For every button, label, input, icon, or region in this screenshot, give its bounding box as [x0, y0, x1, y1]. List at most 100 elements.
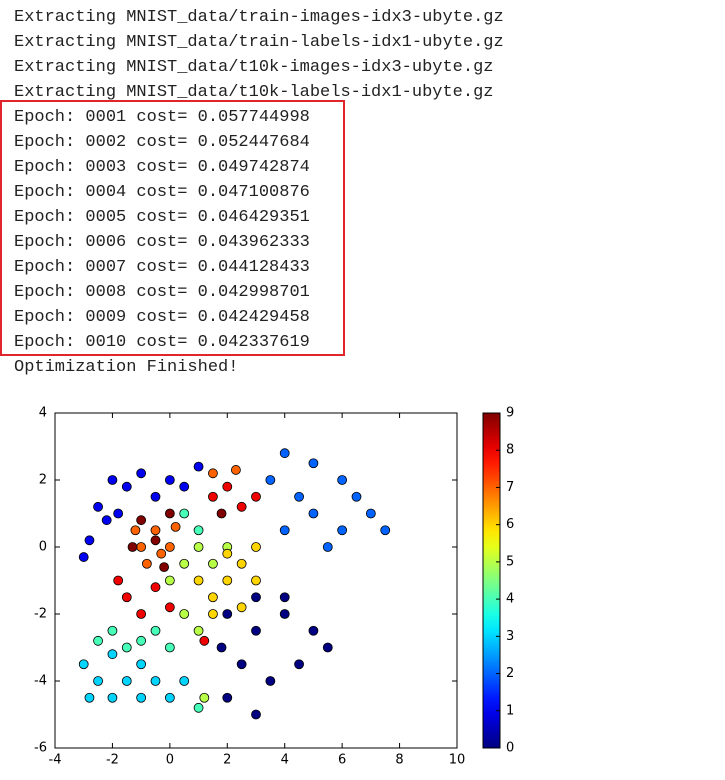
- point: [208, 468, 218, 479]
- point: [216, 508, 227, 519]
- colorbar-tick-label: 9: [506, 406, 514, 421]
- x-tick-label: 10: [449, 753, 466, 768]
- point: [208, 491, 218, 502]
- point: [380, 525, 391, 536]
- point: [136, 515, 147, 526]
- point: [279, 592, 290, 603]
- epoch-line: Epoch: 0004 cost= 0.047100876: [14, 183, 310, 202]
- epoch-line: Epoch: 0010 cost= 0.042337619: [14, 333, 310, 352]
- point: [216, 642, 227, 653]
- colorbar-tick-label: 3: [506, 629, 514, 644]
- point: [107, 625, 118, 636]
- point: [222, 481, 233, 492]
- x-tick-label: 8: [395, 753, 403, 768]
- point: [365, 508, 376, 519]
- point: [294, 659, 304, 670]
- point: [208, 558, 218, 569]
- point: [193, 542, 204, 552]
- point: [208, 592, 218, 603]
- point: [136, 609, 147, 619]
- point: [156, 548, 167, 559]
- point: [78, 552, 89, 562]
- output-text: Extracting MNIST_data/train-images-idx3-…: [14, 5, 504, 380]
- epoch-line: Epoch: 0006 cost= 0.043962333: [14, 233, 310, 252]
- point: [208, 609, 218, 619]
- point: [337, 525, 348, 536]
- log-line: Extracting MNIST_data/t10k-labels-idx1-u…: [14, 83, 494, 102]
- point: [236, 501, 247, 512]
- x-tick-label: -4: [49, 753, 62, 768]
- point: [84, 692, 95, 703]
- point: [130, 525, 141, 536]
- point: [337, 475, 348, 485]
- point: [136, 659, 147, 670]
- x-tick-label: 0: [166, 753, 174, 768]
- epoch-line: Epoch: 0008 cost= 0.042998701: [14, 283, 310, 302]
- x-tick-label: 6: [338, 753, 346, 768]
- point: [164, 475, 175, 485]
- point: [279, 609, 290, 619]
- epoch-line: Epoch: 0002 cost= 0.052447684: [14, 133, 310, 152]
- point: [279, 525, 290, 536]
- point: [93, 676, 103, 686]
- point: [150, 525, 161, 536]
- colorbar: [482, 412, 501, 749]
- point: [351, 491, 362, 502]
- point: [251, 625, 261, 636]
- point: [179, 609, 190, 619]
- point: [164, 542, 175, 552]
- colorbar-tick-label: 4: [506, 592, 514, 607]
- point: [78, 659, 89, 670]
- point: [121, 592, 132, 603]
- point: [199, 635, 210, 646]
- point: [251, 491, 261, 502]
- point: [322, 642, 333, 653]
- point: [193, 702, 204, 713]
- log-line: Extracting MNIST_data/train-images-idx3-…: [14, 8, 504, 27]
- point: [251, 542, 261, 552]
- point: [136, 635, 147, 646]
- point: [121, 481, 132, 492]
- point: [107, 475, 118, 485]
- final-line: Optimization Finished!: [14, 358, 239, 377]
- log-line: Extracting MNIST_data/train-labels-idx1-…: [14, 33, 504, 52]
- point: [179, 676, 190, 686]
- point: [308, 625, 319, 636]
- point: [101, 515, 112, 526]
- point: [308, 508, 319, 519]
- point: [141, 558, 152, 569]
- point: [84, 535, 95, 546]
- colorbar-tick-label: 2: [506, 666, 514, 681]
- point: [265, 676, 276, 686]
- point: [170, 522, 181, 532]
- point: [164, 692, 175, 703]
- point: [236, 602, 247, 613]
- point: [113, 508, 124, 519]
- y-tick-label: -4: [34, 674, 47, 689]
- point: [150, 535, 161, 546]
- point: [222, 692, 233, 703]
- axes-frame: [54, 412, 458, 749]
- point: [136, 542, 147, 552]
- point: [222, 609, 233, 619]
- point: [193, 525, 204, 536]
- colorbar-tick-label: 8: [506, 443, 514, 458]
- point: [164, 642, 175, 653]
- epoch-line: Epoch: 0009 cost= 0.042429458: [14, 308, 310, 327]
- point: [230, 465, 241, 475]
- point: [121, 642, 132, 653]
- point: [179, 558, 190, 569]
- x-tick-label: 2: [223, 753, 231, 768]
- point: [164, 508, 175, 519]
- x-tick-label: -2: [106, 753, 119, 768]
- point: [193, 461, 204, 472]
- point: [193, 625, 204, 636]
- colorbar-tick-label: 6: [506, 517, 514, 532]
- point: [150, 625, 161, 636]
- epoch-line: Epoch: 0001 cost= 0.057744998: [14, 108, 310, 127]
- colorbar-tick-label: 7: [506, 480, 514, 495]
- point: [222, 548, 233, 559]
- point: [236, 558, 247, 569]
